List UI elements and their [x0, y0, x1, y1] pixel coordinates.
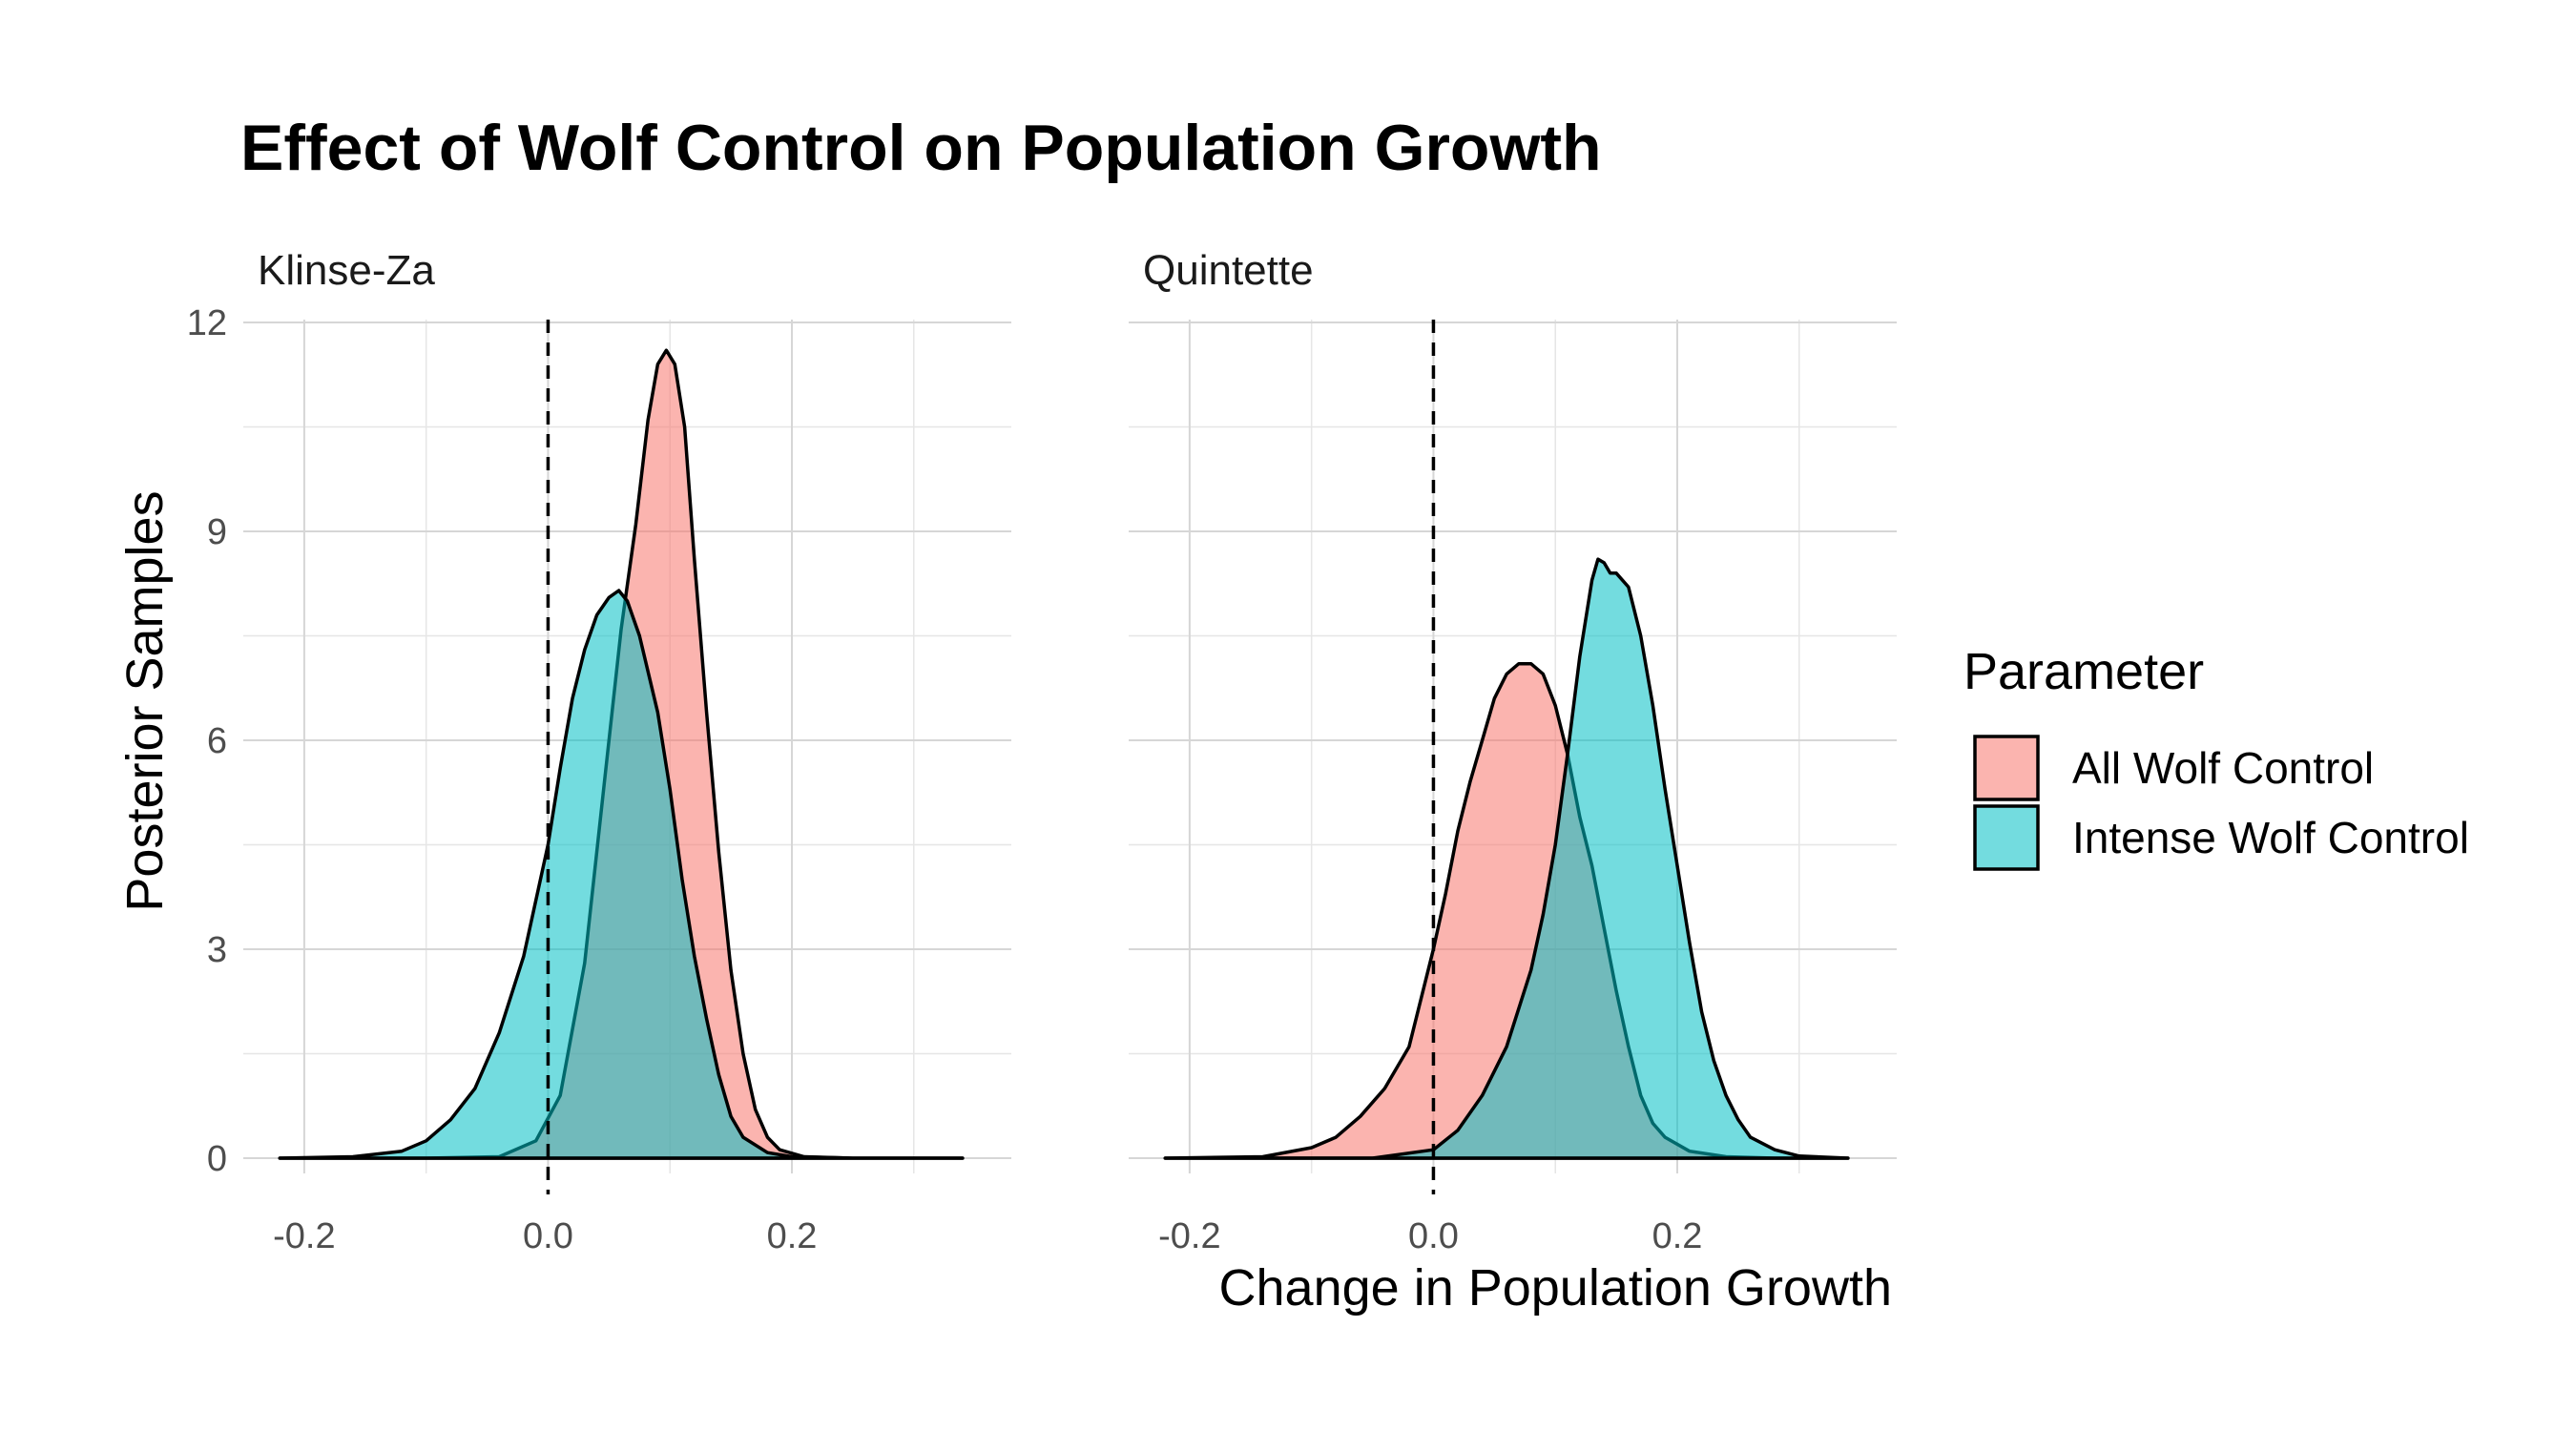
panel-areas [278, 348, 965, 1160]
x-tick-label: -0.2 [1158, 1216, 1220, 1256]
panel-strip-quintette: Quintette [1143, 247, 1314, 294]
legend-entry-all-wolf-control: All Wolf Control [1973, 735, 2374, 801]
panel-x-ticks: -0.2 0.0 0.2 [1158, 1216, 1702, 1256]
legend: Parameter All Wolf Control Intense Wolf C… [1963, 643, 2469, 871]
legend-entry-intense-wolf-control: Intense Wolf Control [1973, 804, 2469, 871]
y-ticks: 0 3 6 9 12 [187, 303, 227, 1179]
y-tick-label: 3 [207, 930, 227, 970]
density-intense-wolf-control [278, 589, 965, 1160]
x-tick-label: 0.2 [767, 1216, 818, 1256]
panel-strip-klinse-za: Klinse-Za [258, 247, 435, 294]
y-axis-title: Posterior Samples [116, 490, 174, 911]
x-tick-label: 0.2 [1652, 1216, 1703, 1256]
x-tick-label: 0.0 [523, 1216, 573, 1256]
legend-title: Parameter [1963, 643, 2204, 700]
panel-klinse-za: Klinse-Za -0.2 0.0 0.2 [243, 247, 1011, 1256]
legend-entries: All Wolf Control Intense Wolf Control [1973, 735, 2469, 871]
x-tick-label: 0.0 [1408, 1216, 1459, 1256]
y-tick-label: 9 [207, 512, 227, 552]
legend-label: Intense Wolf Control [2072, 813, 2469, 862]
y-tick-label: 0 [207, 1139, 227, 1179]
panel-x-ticks: -0.2 0.0 0.2 [273, 1216, 817, 1256]
y-tick-label: 12 [187, 303, 227, 343]
panel-areas [1163, 557, 1850, 1160]
legend-label: All Wolf Control [2072, 743, 2374, 793]
panel-grid [1129, 320, 1897, 1173]
density-intense-wolf-control [1163, 557, 1850, 1160]
legend-swatch [1973, 735, 2040, 801]
panel-quintette: Quintette -0.2 0.0 0.2 [1129, 247, 1897, 1256]
chart-title: Effect of Wolf Control on Population Gro… [240, 112, 1602, 184]
x-tick-label: -0.2 [273, 1216, 335, 1256]
y-tick-label: 6 [207, 721, 227, 761]
legend-swatch [1973, 804, 2040, 871]
x-axis-title: Change in Population Growth [1219, 1259, 1892, 1317]
